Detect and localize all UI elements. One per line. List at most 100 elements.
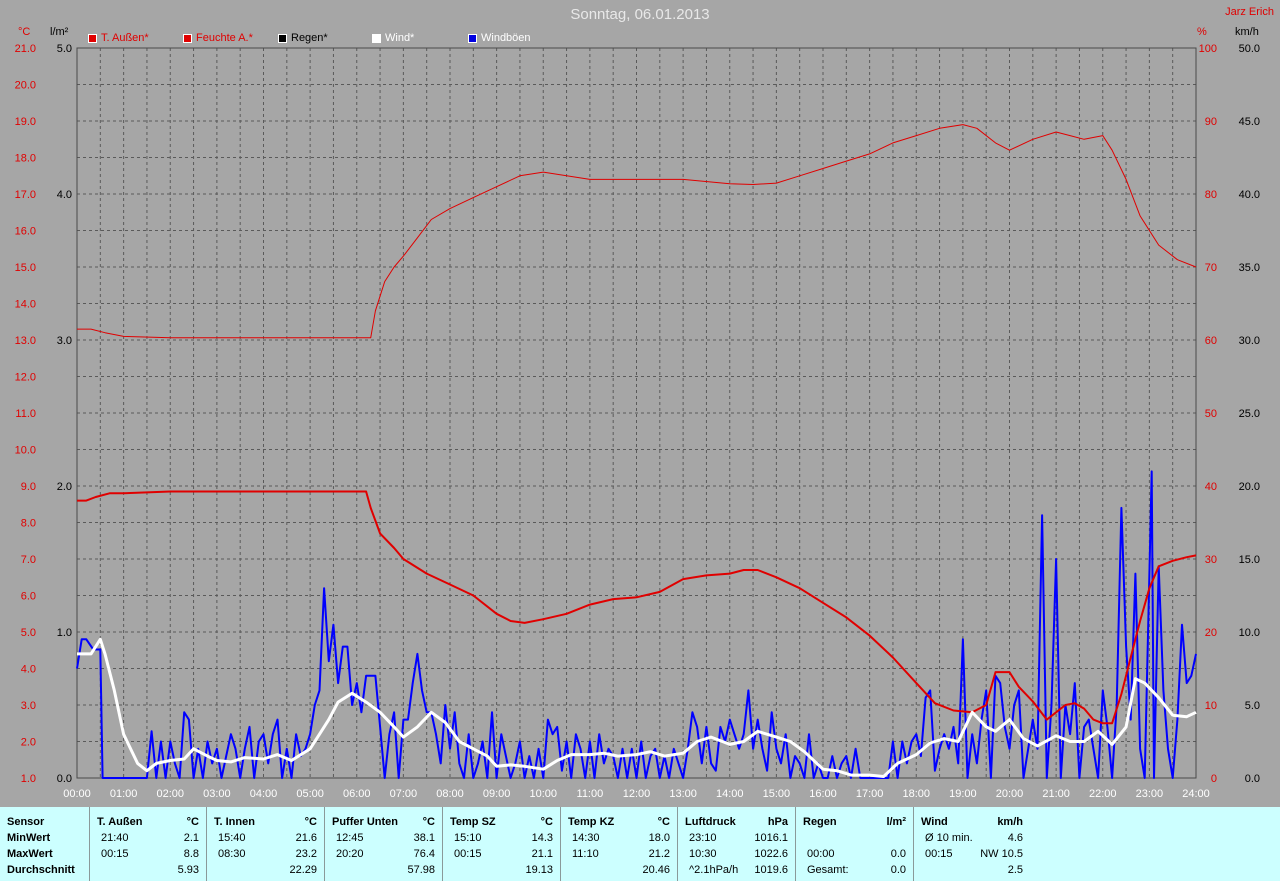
stats-row: 00:15 8.8 [90, 847, 207, 862]
x-tick-label: 10:00 [529, 788, 557, 800]
humidity-tick-label: 0 [1211, 773, 1217, 785]
x-tick-label: 19:00 [949, 788, 977, 800]
x-tick-label: 04:00 [250, 788, 278, 800]
stats-cell: 57.98 [407, 864, 435, 876]
stats-row: 00:15 NW 10.5 [914, 847, 1031, 862]
wind-tick-label: 30.0 [1239, 335, 1260, 347]
stats-cell: 00:15 [454, 848, 482, 860]
stats-cell: °C [186, 816, 199, 828]
x-tick-label: 02:00 [156, 788, 184, 800]
stats-row: 57.98 [325, 863, 443, 878]
legend-swatch [88, 33, 97, 43]
x-tick-label: 23:00 [1136, 788, 1164, 800]
stats-row: 10:30 1022.6 [678, 847, 796, 862]
x-tick-label: 03:00 [203, 788, 231, 800]
rain-unit: l/m² [50, 26, 69, 38]
series-line-t-außen [77, 490, 1197, 725]
stats-column: Wind km/h Ø 10 min. 4.6 00:15 NW 10.5 2.5 [913, 807, 1031, 881]
wind-tick-label: 0.0 [1245, 773, 1260, 785]
stats-header: T. Außen °C [90, 815, 207, 830]
humidity-tick-label: 50 [1205, 408, 1217, 420]
stats-cell: T. Außen [97, 816, 143, 828]
stats-cell: 76.4 [413, 848, 435, 860]
x-tick-label: 20:00 [996, 788, 1024, 800]
x-tick-label: 12:00 [623, 788, 651, 800]
stats-row: MaxWert [0, 847, 89, 862]
stats-column: Puffer Unten °C 12:45 38.1 20:20 76.4 57.98 [324, 807, 443, 881]
temp-tick-label: 17.0 [15, 189, 36, 201]
temp-tick-label: 10.0 [15, 445, 36, 457]
x-tick-label: 16:00 [809, 788, 837, 800]
wind-tick-label: 45.0 [1239, 116, 1260, 128]
stats-column: Temp KZ °C 14:30 18.0 11:10 21.2 20.46 [560, 807, 678, 881]
stats-row [796, 831, 914, 846]
legend-item: Feuchte A.* [183, 31, 253, 45]
stats-cell: 15:10 [454, 832, 482, 844]
humidity-tick-label: 100 [1199, 43, 1217, 55]
stats-cell: 18.0 [648, 832, 670, 844]
stats-cell: Sensor [7, 816, 45, 828]
x-tick-label: 13:00 [669, 788, 697, 800]
wind-tick-label: 5.0 [1245, 700, 1260, 712]
stats-header: Temp SZ °C [443, 815, 561, 830]
temp-tick-label: 16.0 [15, 226, 36, 238]
stats-cell: Temp SZ [450, 816, 496, 828]
temp-tick-label: 14.0 [15, 299, 36, 311]
stats-row: 15:40 21.6 [207, 831, 325, 846]
stats-cell: 14.3 [531, 832, 553, 844]
wind-tick-label: 20.0 [1239, 481, 1260, 493]
stats-cell: 5.93 [177, 864, 199, 876]
author-label: Jarz Erich [1225, 6, 1274, 18]
rain-tick-label: 0.0 [57, 773, 72, 785]
rain-tick-label: 2.0 [57, 481, 72, 493]
stats-cell: MaxWert [7, 848, 53, 860]
stats-row: 19.13 [443, 863, 561, 878]
rain-tick-label: 3.0 [57, 335, 72, 347]
rain-tick-label: 5.0 [57, 43, 72, 55]
series-line-wind [77, 637, 1197, 778]
temp-tick-label: 9.0 [21, 481, 36, 493]
legend-item: Wind* [372, 31, 414, 45]
stats-cell: 21.6 [295, 832, 317, 844]
humidity-tick-label: 30 [1205, 554, 1217, 566]
humidity-tick-label: 60 [1205, 335, 1217, 347]
legend-swatch [372, 33, 381, 43]
stats-cell: 00:00 [807, 848, 835, 860]
stats-cell: hPa [767, 816, 788, 828]
stats-column: Luftdruck hPa 23:10 1016.1 10:30 1022.6 ^2.1hP… [677, 807, 796, 881]
x-tick-label: 24:00 [1182, 788, 1210, 800]
x-tick-label: 14:00 [716, 788, 744, 800]
temp-tick-label: 11.0 [15, 408, 36, 420]
stats-cell: 2.1 [183, 832, 199, 844]
temp-tick-label: 21.0 [15, 43, 36, 55]
stats-cell: 20.46 [642, 864, 670, 876]
x-tick-label: 11:00 [577, 788, 604, 800]
wind-tick-label: 40.0 [1239, 189, 1260, 201]
temp-tick-label: 6.0 [21, 591, 36, 603]
hum-unit: % [1197, 26, 1207, 38]
stats-cell: °C [422, 816, 435, 828]
temp-tick-label: 8.0 [21, 518, 36, 530]
stats-panel: Sensor MinWert MaxWert Durchschnitt T. Außen… [0, 807, 1280, 881]
stats-header: Wind km/h [914, 815, 1031, 830]
stats-row: 08:30 23.2 [207, 847, 325, 862]
stats-column: T. Außen °C 21:40 2.1 00:15 8.8 5.93 [89, 807, 207, 881]
stats-column: Regen l/m² 00:00 0.0 Gesamt: 0.0 [795, 807, 914, 881]
rain-tick-label: 4.0 [57, 189, 72, 201]
chart-title: Sonntag, 06.01.2013 [570, 6, 710, 23]
stats-header: Sensor [0, 815, 89, 830]
legend-label: Feuchte A.* [196, 32, 253, 44]
stats-row: 2.5 [914, 863, 1031, 878]
stats-cell: 21.1 [531, 848, 553, 860]
legend-item: T. Außen* [88, 31, 149, 45]
legend-swatch [468, 33, 477, 43]
x-tick-label: 15:00 [763, 788, 791, 800]
stats-cell: 23:10 [689, 832, 717, 844]
stats-header: T. Innen °C [207, 815, 325, 830]
stats-header: Luftdruck hPa [678, 815, 796, 830]
stats-cell: 20:20 [336, 848, 364, 860]
wind-tick-label: 15.0 [1239, 554, 1260, 566]
temp-tick-label: 12.0 [15, 372, 36, 384]
legend-label: T. Außen* [101, 32, 149, 44]
x-tick-label: 07:00 [390, 788, 418, 800]
